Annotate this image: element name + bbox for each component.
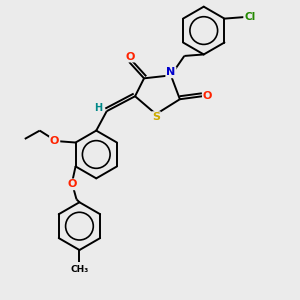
Text: N: N — [166, 68, 176, 77]
Text: O: O — [67, 179, 77, 189]
Text: Cl: Cl — [244, 12, 255, 22]
Text: CH₃: CH₃ — [70, 265, 88, 274]
Text: O: O — [126, 52, 135, 61]
Text: S: S — [152, 112, 160, 122]
Text: O: O — [50, 136, 59, 146]
Text: H: H — [94, 103, 102, 112]
Text: O: O — [203, 91, 212, 101]
